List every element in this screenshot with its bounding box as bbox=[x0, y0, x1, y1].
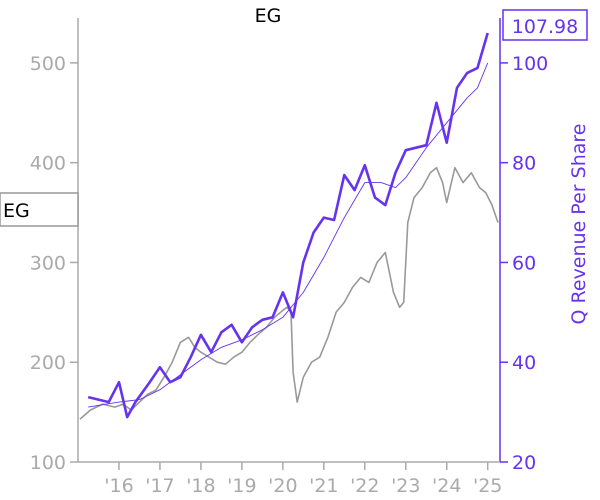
revenue-trend-line bbox=[88, 62, 489, 408]
x-axis-tick-label: '24 bbox=[432, 475, 461, 497]
revenue-per-share-line bbox=[87, 32, 489, 419]
price-tag-label: EG bbox=[3, 200, 30, 222]
right-axis-tick-label: 20 bbox=[512, 452, 536, 474]
right-y-axis: 20 40 60 80 100 bbox=[499, 18, 548, 474]
latest-value-tag: 107.98 bbox=[502, 9, 588, 41]
price-line bbox=[79, 166, 499, 420]
x-axis-tick-label: '23 bbox=[391, 475, 420, 497]
right-axis-tick-label: 60 bbox=[512, 252, 536, 274]
price-tag: EG bbox=[0, 192, 79, 227]
x-axis-tick-label: '18 bbox=[186, 475, 215, 497]
chart-title: EG bbox=[255, 5, 282, 27]
left-y-axis: 100 200 300 400 500 bbox=[30, 18, 79, 474]
x-axis-tick-label: '20 bbox=[268, 475, 297, 497]
right-axis-tick-label: 80 bbox=[512, 153, 536, 175]
latest-value-tag-box bbox=[502, 9, 588, 41]
x-axis-tick-label: '22 bbox=[350, 475, 379, 497]
x-axis-tick-label: '21 bbox=[309, 475, 338, 497]
price-tag-box bbox=[0, 192, 79, 227]
latest-value-tag-label: 107.98 bbox=[512, 16, 578, 38]
series-layer bbox=[79, 32, 499, 420]
left-axis-tick-label: 200 bbox=[30, 352, 66, 374]
x-axis-tick-label: '17 bbox=[145, 475, 174, 497]
x-axis: '16 '17 '18 '19 '20 '21 '22 '23 '24 '25 bbox=[78, 461, 502, 497]
left-axis-tick-label: 300 bbox=[30, 252, 66, 274]
left-axis-tick-label: 100 bbox=[30, 452, 66, 474]
left-axis-tick-label: 500 bbox=[30, 53, 66, 75]
left-axis-tick-label: 400 bbox=[30, 153, 66, 175]
x-axis-tick-label: '19 bbox=[227, 475, 256, 497]
right-axis-tick-label: 100 bbox=[512, 53, 548, 75]
x-axis-tick-label: '16 bbox=[104, 475, 133, 497]
right-y-axis-label: Q Revenue Per Share bbox=[568, 124, 590, 325]
right-axis-tick-label: 40 bbox=[512, 352, 536, 374]
x-axis-tick-label: '25 bbox=[473, 475, 502, 497]
